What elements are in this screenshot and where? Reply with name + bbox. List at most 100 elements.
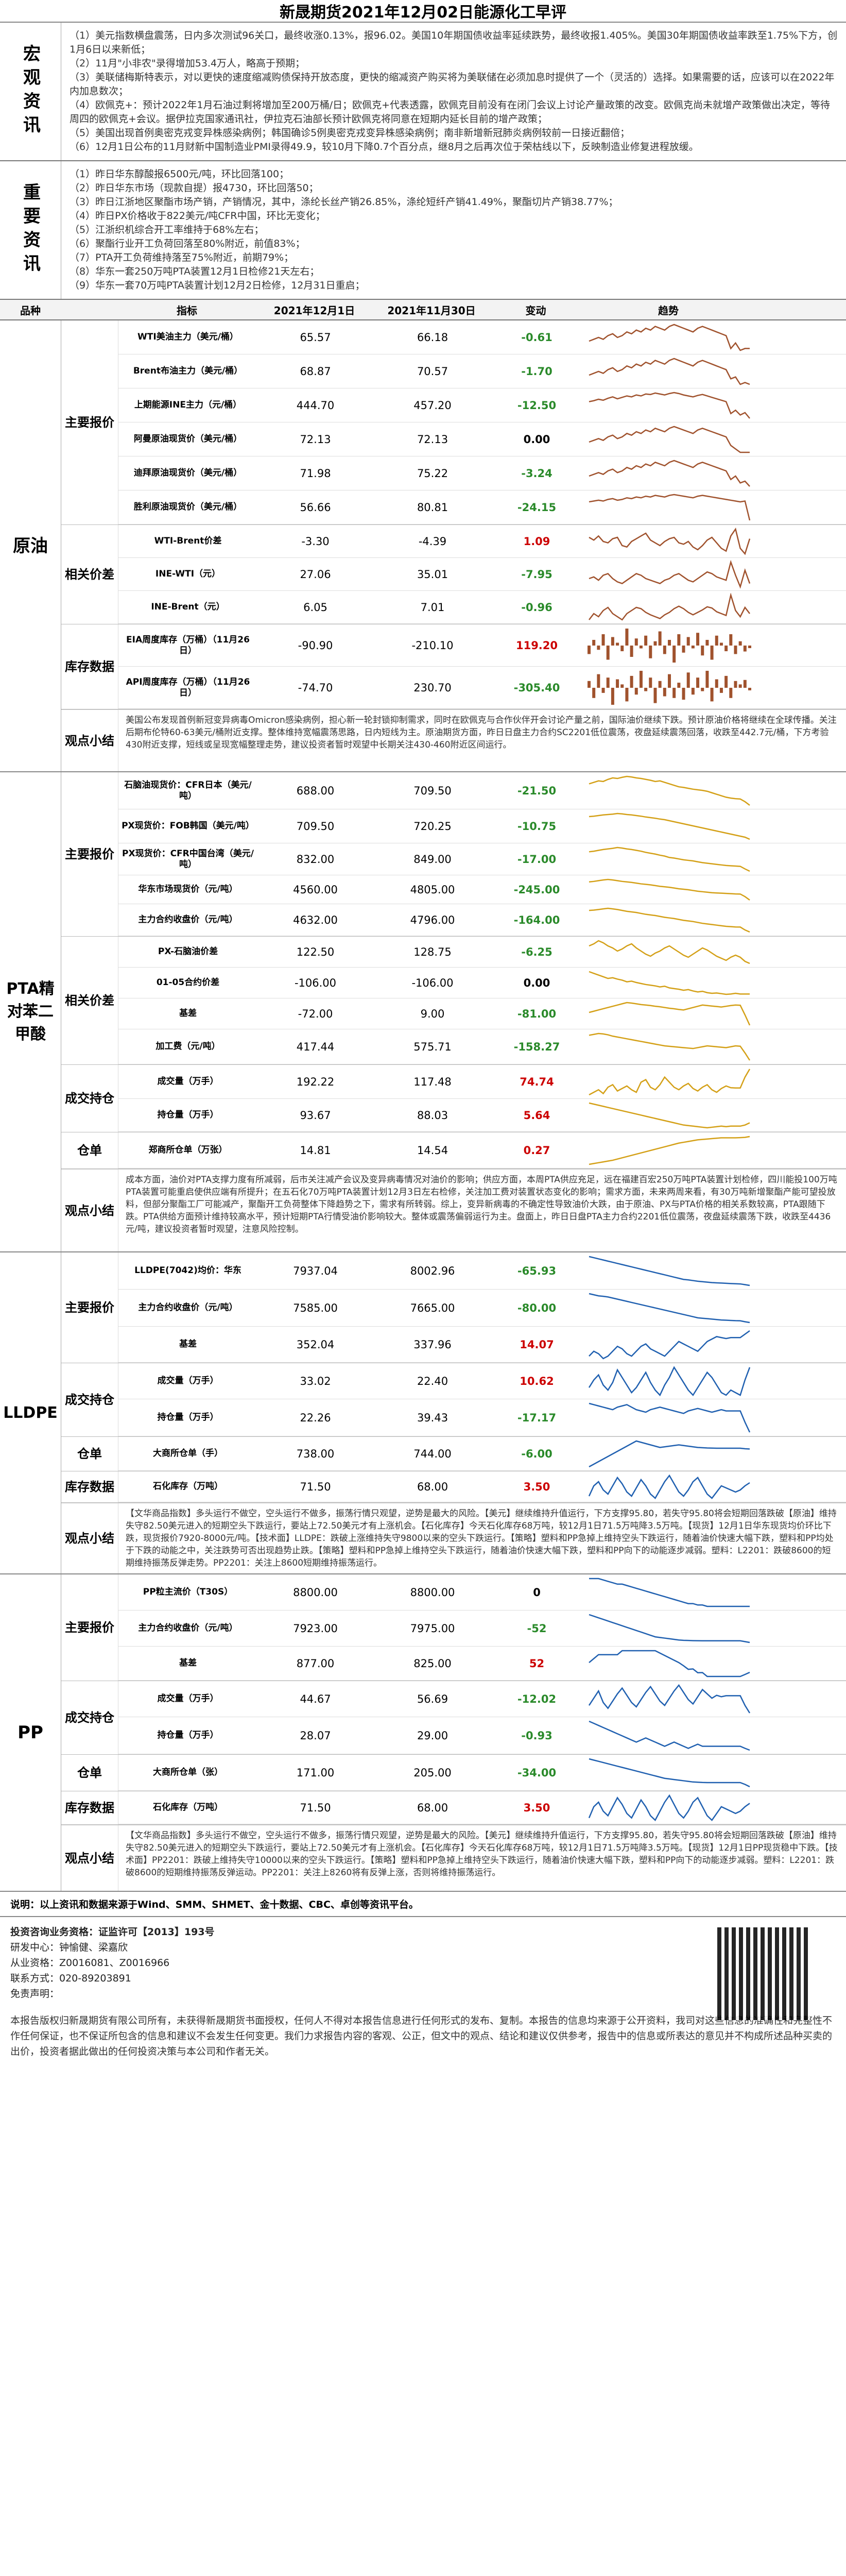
value-current: -3.30 (301, 535, 330, 548)
table-row: 主力合约收盘价（元/吨） 7585.00 7665.00 -80.00 (118, 1290, 846, 1327)
trend-line (589, 1102, 750, 1128)
trend-bar (672, 645, 676, 663)
value-previous: 4796.00 (410, 913, 455, 926)
indicator-name: 成交量（万手） (157, 1693, 219, 1704)
info-section: 宏观资讯 （1）美元指数横盘震荡，日内多次测试96关口，最终收涨0.13%，报96… (0, 23, 846, 161)
section-item: （1）昨日华东醇酸报6500元/吨，环比回落100； (70, 168, 289, 180)
trend-cell (582, 456, 757, 490)
trend-cell (582, 1755, 757, 1790)
section-item: （6）聚酯行业开工负荷回落至80%附近，前值83%； (70, 238, 305, 249)
trend-line (589, 560, 751, 589)
trend-sparkline (589, 846, 750, 872)
table-row: 持仓量（万手） 93.67 88.03 5.64 (118, 1099, 846, 1132)
value-current: -74.70 (298, 681, 333, 694)
table-row: 上期能源INE主力（元/桶） 444.70 457.20 -12.50 (118, 388, 846, 422)
trend-bar (710, 687, 714, 701)
subgroup: 仓单 大商所仓单（张） 171.00 205.00 -34.00 (61, 1755, 846, 1791)
trend-sparkline (589, 1068, 751, 1095)
section-item: （4）欧佩克+：预计2022年1月石油过剩将增加至200万桶/日；欧佩克+代表透… (70, 99, 831, 125)
trend-line (589, 358, 750, 385)
table-row: PP粒主流价（T30S） 8800.00 8800.00 0 (118, 1574, 846, 1611)
trend-bar (729, 687, 733, 698)
trend-cell (582, 1471, 757, 1502)
value-current: 71.50 (300, 1801, 331, 1814)
value-current: 68.87 (300, 365, 331, 378)
indicator-name: 主力合约收盘价（元/吨） (138, 914, 238, 925)
value-previous: 8002.96 (410, 1264, 455, 1277)
table-row: 大商所仓单（手） 738.00 744.00 -6.00 (118, 1437, 846, 1471)
trend-cell (582, 1647, 757, 1680)
commodity-label: PTA精对苯二甲酸 (6, 980, 55, 1043)
table-row: 基差 -72.00 9.00 -81.00 (118, 998, 846, 1029)
value-current: 4632.00 (293, 913, 338, 926)
subgroup-rows: 石化库存（万吨） 71.50 68.00 3.50 (118, 1471, 846, 1502)
trend-sparkline (589, 426, 750, 453)
value-change: -0.93 (521, 1729, 553, 1742)
trend-sparkline (589, 907, 750, 933)
trend-line (589, 1578, 750, 1607)
value-previous: 14.54 (417, 1144, 448, 1157)
trend-bar (588, 681, 591, 688)
value-current: 122.50 (296, 945, 335, 958)
trend-cell (582, 937, 757, 967)
value-change: -158.27 (513, 1040, 560, 1053)
value-previous: 35.01 (417, 568, 448, 581)
indicator-name: 基差 (179, 1008, 197, 1019)
subgroup-rows: 成交量（万手） 33.02 22.40 10.62 持仓量（万手） 22.26 39.43 -… (118, 1363, 846, 1436)
trend-line (589, 878, 750, 901)
commodity-content: 主要报价 PP粒主流价（T30S） 8800.00 8800.00 0 主力合约收盘价（元… (61, 1574, 846, 1891)
trend-bar (653, 687, 657, 703)
section-item: （3）美联储梅斯特表示，对以更快的速度缩减购债保持开放态度，更快的缩减资产购买将… (70, 72, 835, 97)
trend-sparkline (588, 628, 751, 663)
observation-label: 观点小结 (65, 733, 114, 748)
value-current: 688.00 (296, 784, 335, 797)
trend-bar (625, 687, 629, 701)
trend-line (589, 775, 750, 806)
value-previous: 75.22 (417, 467, 448, 480)
indicator-name: 迪拜原油现货价（美元/桶） (133, 468, 243, 478)
value-change: 0.00 (523, 433, 550, 446)
trend-bar (588, 645, 591, 654)
value-current: 4560.00 (293, 883, 338, 896)
trend-sparkline (589, 812, 750, 840)
trend-sparkline (588, 1474, 750, 1499)
value-change: -0.61 (521, 331, 553, 344)
trend-line (589, 1068, 751, 1095)
value-previous: 8800.00 (410, 1586, 455, 1599)
subgroup-rows: 郑商所仓单（万张） 14.81 14.54 0.27 (118, 1132, 846, 1168)
subgroup-label: 库存数据 (65, 659, 114, 674)
trend-bar (743, 680, 747, 688)
subgroup: 库存数据 EIA周度库存（万桶）（11月26日） -90.90 -210.10 119.… (61, 624, 846, 709)
value-change: -17.17 (517, 1411, 557, 1424)
value-change: -21.50 (517, 784, 557, 797)
indicator-name: PX现货价：CFR中国台湾（美元/吨） (122, 848, 254, 870)
commodity-label: LLDPE (3, 1403, 58, 1422)
trend-sparkline (589, 1102, 750, 1128)
subgroup-rows: 石化库存（万吨） 71.50 68.00 3.50 (118, 1791, 846, 1824)
indicator-name: 主力合约收盘价（元/吨） (138, 1302, 238, 1313)
trend-bar (601, 634, 605, 646)
subgroup-rows: 大商所仓单（张） 171.00 205.00 -34.00 (118, 1755, 846, 1791)
trend-line (589, 426, 750, 453)
subgroup-label: 主要报价 (65, 1620, 114, 1635)
trend-sparkline (589, 560, 751, 589)
value-previous: 709.50 (413, 784, 452, 797)
table-row: WTI美油主力（美元/桶） 65.57 66.18 -0.61 (118, 320, 846, 354)
trend-cell (582, 968, 757, 998)
trend-bar (592, 687, 596, 698)
table-row: 成交量（万手） 192.22 117.48 74.74 (118, 1065, 846, 1099)
trend-line (589, 1402, 751, 1433)
trend-cell (582, 1611, 757, 1646)
trend-bar (668, 639, 671, 646)
trend-bar (672, 687, 676, 698)
trend-cell (582, 998, 757, 1029)
header-indicator: 指标 (177, 304, 197, 317)
disclaimer: 本报告版权归新晟期货有限公司所有，未获得新晟期货书面授权，任何人不得对本报告信息… (10, 2015, 833, 2057)
trend-line (589, 1720, 750, 1751)
value-current: 832.00 (296, 853, 335, 866)
trend-cell (582, 1065, 757, 1098)
trend-line (589, 592, 750, 621)
trend-cell (582, 1437, 757, 1470)
trend-line (589, 1136, 750, 1165)
trend-bar (734, 645, 737, 654)
